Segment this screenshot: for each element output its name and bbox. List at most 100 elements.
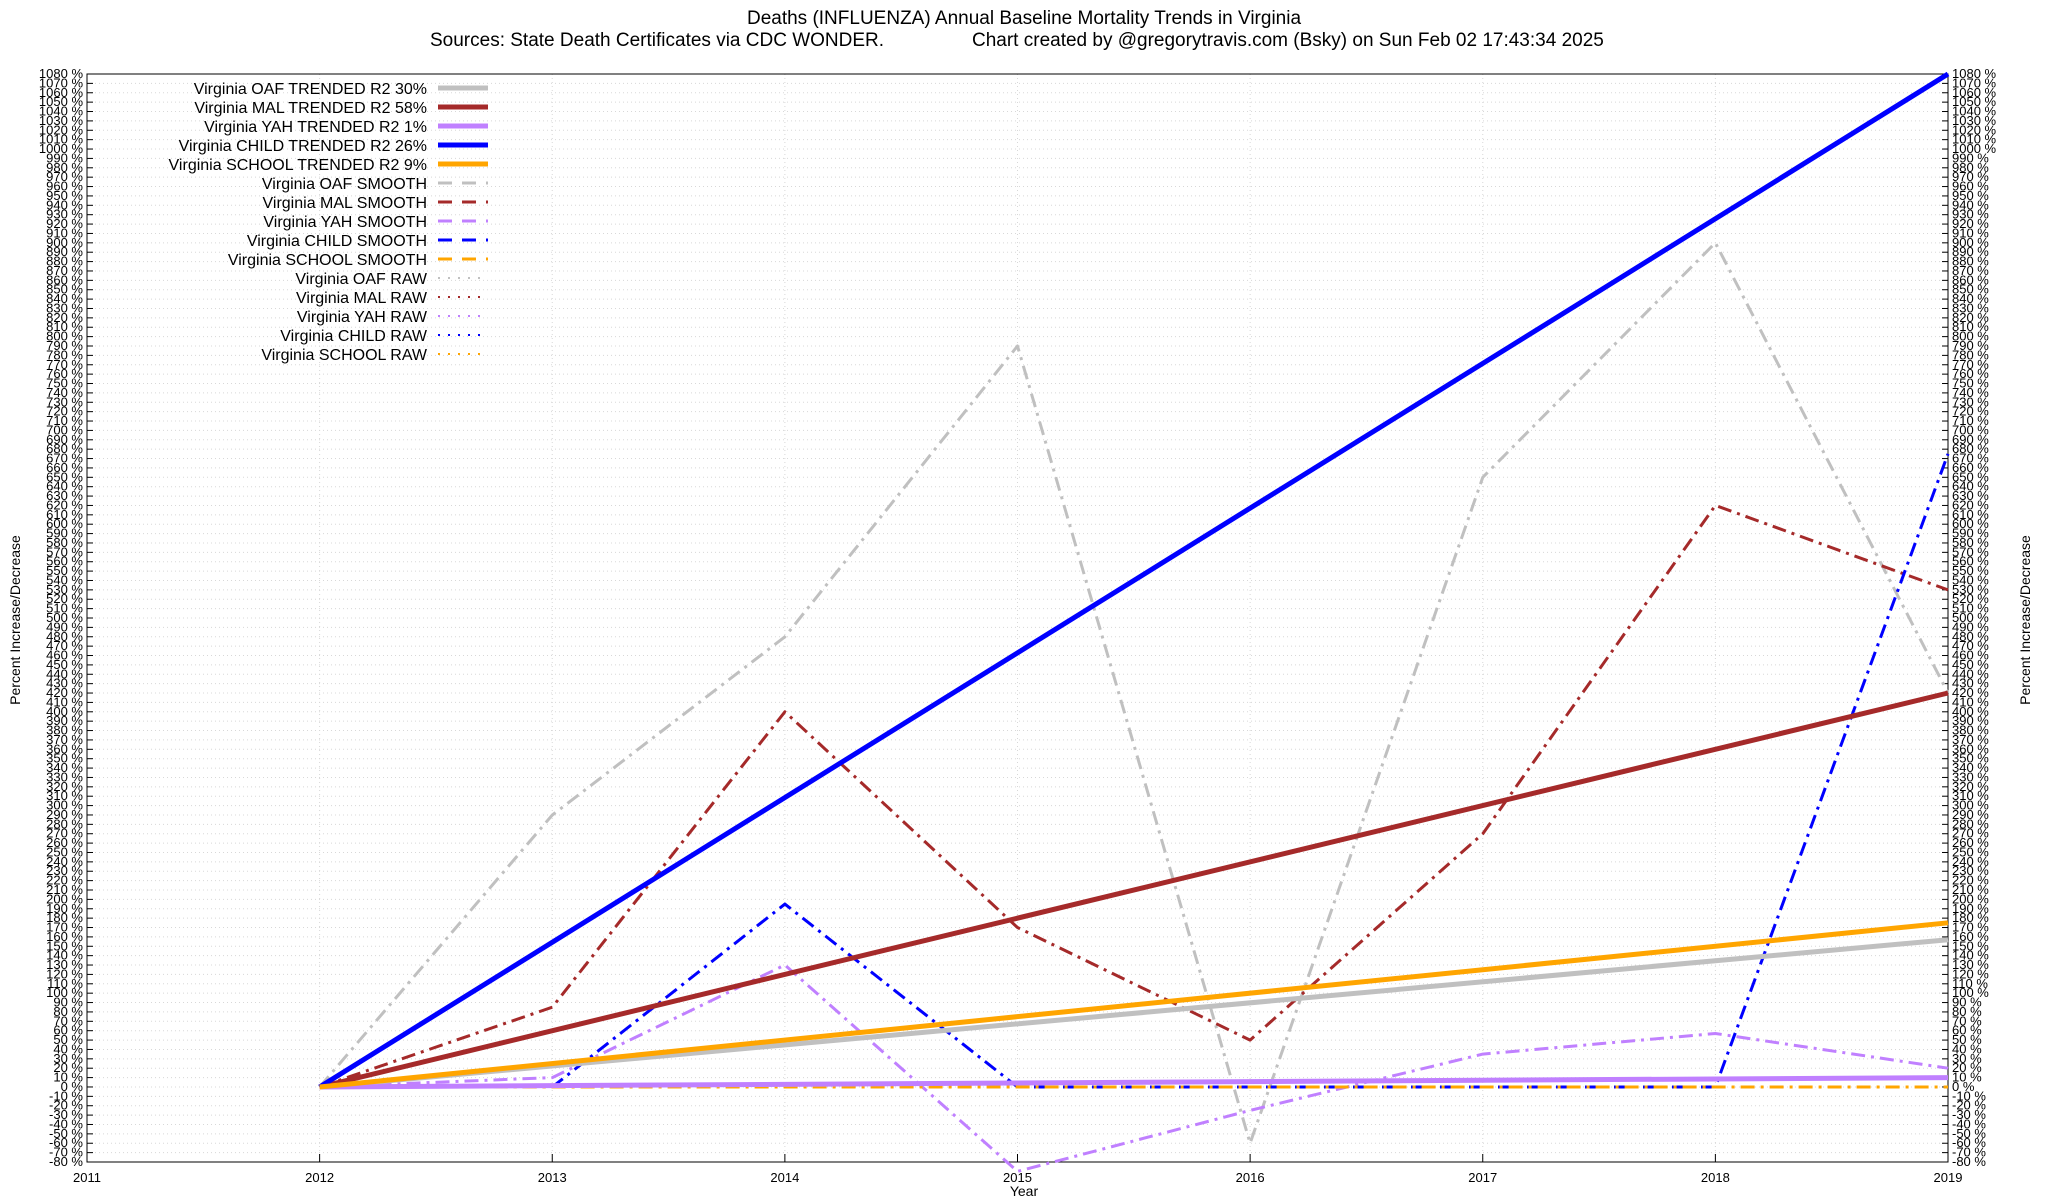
y-tick-label: 40 % xyxy=(53,1041,83,1056)
y-tick-label: 280 % xyxy=(46,816,83,831)
y-tick-label: 880 % xyxy=(1952,254,1989,269)
y-tick-label: 740 % xyxy=(1952,385,1989,400)
y-tick-label: 810 % xyxy=(1952,319,1989,334)
legend-label-9: Virginia SCHOOL SMOOTH xyxy=(228,252,427,269)
y-tick-label: 640 % xyxy=(1952,479,1989,494)
y-tick-label: 10 % xyxy=(53,1070,83,1085)
y-tick-label: 540 % xyxy=(46,572,83,587)
y-tick-label: 230 % xyxy=(46,863,83,878)
x-tick-label: 2015 xyxy=(1003,1170,1032,1185)
y-tick-label: 930 % xyxy=(1952,207,1989,222)
y-tick-label: 750 % xyxy=(1952,376,1989,391)
y-tick-label: 960 % xyxy=(46,179,83,194)
y-tick-label: 800 % xyxy=(1952,329,1989,344)
y-tick-label: 60 % xyxy=(1952,1023,1982,1038)
y-tick-label: 780 % xyxy=(1952,347,1989,362)
y-tick-label: 190 % xyxy=(46,901,83,916)
y-tick-label: 230 % xyxy=(1952,863,1989,878)
y-tick-label: 680 % xyxy=(46,441,83,456)
y-tick-label: 700 % xyxy=(46,422,83,437)
chart-subtitle-credit: Chart created by @gregorytravis.com (Bsk… xyxy=(972,30,1604,51)
y-tick-label: 380 % xyxy=(46,723,83,738)
y-tick-label: 670 % xyxy=(46,451,83,466)
series-line-2 xyxy=(319,1075,1949,1090)
y-tick-label: 620 % xyxy=(1952,497,1989,512)
y-tick-label: 990 % xyxy=(46,150,83,165)
y-tick-label: 860 % xyxy=(1952,272,1989,287)
y-tick-label: 610 % xyxy=(46,507,83,522)
y-tick-label: -80 % xyxy=(49,1154,83,1169)
y-tick-label: 1040 % xyxy=(1952,104,1997,119)
y-tick-label: 210 % xyxy=(46,882,83,897)
y-tick-label: 720 % xyxy=(46,404,83,419)
y-tick-label: 860 % xyxy=(46,272,83,287)
y-tick-label: 390 % xyxy=(46,713,83,728)
y-tick-label: 500 % xyxy=(46,610,83,625)
y-tick-label: 340 % xyxy=(1952,760,1989,775)
y-tick-label: 220 % xyxy=(46,873,83,888)
y-tick-label: 80 % xyxy=(53,1004,83,1019)
legend-label-1: Virginia MAL TRENDED R2 58% xyxy=(194,100,427,117)
y-tick-label: 460 % xyxy=(1952,648,1989,663)
y-tick-label: 440 % xyxy=(46,666,83,681)
y-tick-label: 490 % xyxy=(46,619,83,634)
y-tick-label: 430 % xyxy=(1952,676,1989,691)
y-tick-label: -30 % xyxy=(1952,1107,1986,1122)
y-tick-label: 580 % xyxy=(46,535,83,550)
y-tick-label: 170 % xyxy=(1952,920,1989,935)
legend-label-13: Virginia CHILD RAW xyxy=(280,328,428,345)
y-tick-label: 980 % xyxy=(1952,160,1989,175)
y-tick-label: 290 % xyxy=(46,807,83,822)
y-tick-label: 320 % xyxy=(46,779,83,794)
legend-label-5: Virginia OAF SMOOTH xyxy=(262,176,427,193)
y-tick-label: -10 % xyxy=(49,1088,83,1103)
y-tick-label: 550 % xyxy=(1952,563,1989,578)
y-tick-label: 310 % xyxy=(46,788,83,803)
y-tick-label: 270 % xyxy=(1952,826,1989,841)
legend: Virginia OAF TRENDED R2 30% Virginia MAL … xyxy=(169,81,488,364)
chart-title: Deaths (INFLUENZA) Annual Baseline Morta… xyxy=(747,8,1301,29)
y-tick-label: 110 % xyxy=(1952,976,1988,991)
y-tick-label: 0 % xyxy=(61,1079,84,1094)
y-tick-label: 680 % xyxy=(1952,441,1989,456)
y-tick-label: 60 % xyxy=(53,1023,83,1038)
y-tick-label: -50 % xyxy=(49,1126,83,1141)
y-tick-label: 1000 % xyxy=(39,141,84,156)
y-tick-label: 780 % xyxy=(46,347,83,362)
x-axis-label: Year xyxy=(1010,1183,1039,1199)
y-tick-label: -70 % xyxy=(49,1145,83,1160)
y-tick-label: 540 % xyxy=(1952,572,1989,587)
y-tick-label: 610 % xyxy=(1952,507,1989,522)
y-tick-label: 840 % xyxy=(46,291,83,306)
y-tick-label: 160 % xyxy=(1952,929,1989,944)
y-tick-label: 100 % xyxy=(46,985,83,1000)
legend-label-10: Virginia OAF RAW xyxy=(295,271,427,288)
y-tick-label: 50 % xyxy=(1952,1032,1982,1047)
y-tick-label: 290 % xyxy=(1952,807,1989,822)
y-tick-label: 330 % xyxy=(1952,769,1989,784)
y-tick-label: 950 % xyxy=(46,188,83,203)
y-tick-label: -60 % xyxy=(49,1135,83,1150)
y-tick-label: 390 % xyxy=(1952,713,1989,728)
x-tick-labels: 2011 2012 2013 2014 2015 2016 2017 2018 2019 xyxy=(73,1170,1962,1185)
y-tick-label: -10 % xyxy=(1952,1088,1986,1103)
y-tick-label: 160 % xyxy=(46,929,83,944)
y-tick-label: 570 % xyxy=(46,544,83,559)
y-tick-label: 820 % xyxy=(1952,310,1989,325)
y-tick-label: 220 % xyxy=(1952,873,1989,888)
legend-label-12: Virginia YAH RAW xyxy=(297,309,428,326)
series xyxy=(318,71,1950,1173)
y-tick-label: 1030 % xyxy=(1952,113,1997,128)
y-tick-label: 910 % xyxy=(1952,225,1989,240)
y-tick-label: 760 % xyxy=(46,366,83,381)
chart-subtitle-sources: Sources: State Death Certificates via CD… xyxy=(430,30,884,51)
y-tick-label: 1080 % xyxy=(39,66,84,81)
y-tick-label: 40 % xyxy=(1952,1041,1982,1056)
y-tick-label: 940 % xyxy=(1952,197,1989,212)
y-tick-label: 630 % xyxy=(1952,488,1989,503)
y-tick-labels-left: -80 %-70 %-60 %-50 %-40 %-30 %-20 %-10 %… xyxy=(39,66,84,1169)
y-axis-label-left: Percent Increase/Decrease xyxy=(7,535,23,705)
legend-label-7: Virginia YAH SMOOTH xyxy=(263,214,427,231)
y-tick-label: 0 % xyxy=(1952,1079,1975,1094)
y-tick-label: 730 % xyxy=(1952,394,1989,409)
